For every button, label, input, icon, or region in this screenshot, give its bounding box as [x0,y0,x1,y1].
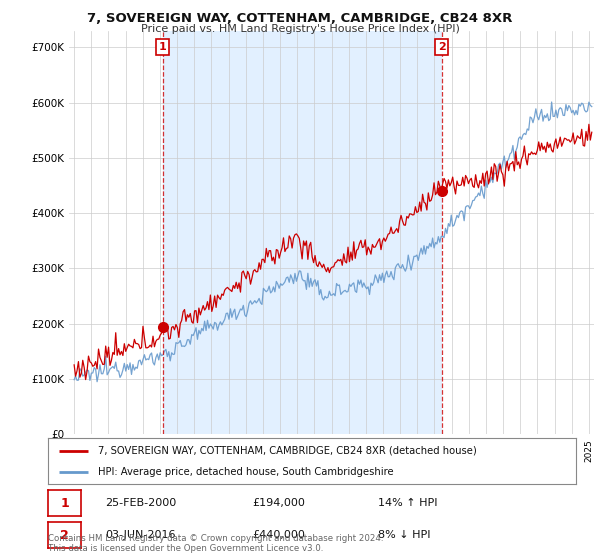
Text: 14% ↑ HPI: 14% ↑ HPI [378,498,437,508]
Text: £440,000: £440,000 [252,530,305,540]
Text: 7, SOVEREIGN WAY, COTTENHAM, CAMBRIDGE, CB24 8XR (detached house): 7, SOVEREIGN WAY, COTTENHAM, CAMBRIDGE, … [98,446,477,456]
Text: Contains HM Land Registry data © Crown copyright and database right 2024.
This d: Contains HM Land Registry data © Crown c… [48,534,383,553]
Text: 7, SOVEREIGN WAY, COTTENHAM, CAMBRIDGE, CB24 8XR: 7, SOVEREIGN WAY, COTTENHAM, CAMBRIDGE, … [88,12,512,25]
Text: 1: 1 [60,497,69,510]
Text: 2: 2 [60,529,69,542]
Text: 8% ↓ HPI: 8% ↓ HPI [378,530,431,540]
Text: 25-FEB-2000: 25-FEB-2000 [105,498,176,508]
Text: HPI: Average price, detached house, South Cambridgeshire: HPI: Average price, detached house, Sout… [98,467,394,477]
Text: 1: 1 [158,42,166,52]
Text: £194,000: £194,000 [252,498,305,508]
Text: Price paid vs. HM Land Registry's House Price Index (HPI): Price paid vs. HM Land Registry's House … [140,24,460,34]
Bar [163,31,442,434]
Text: 2: 2 [438,42,446,52]
Text: 03-JUN-2016: 03-JUN-2016 [105,530,176,540]
